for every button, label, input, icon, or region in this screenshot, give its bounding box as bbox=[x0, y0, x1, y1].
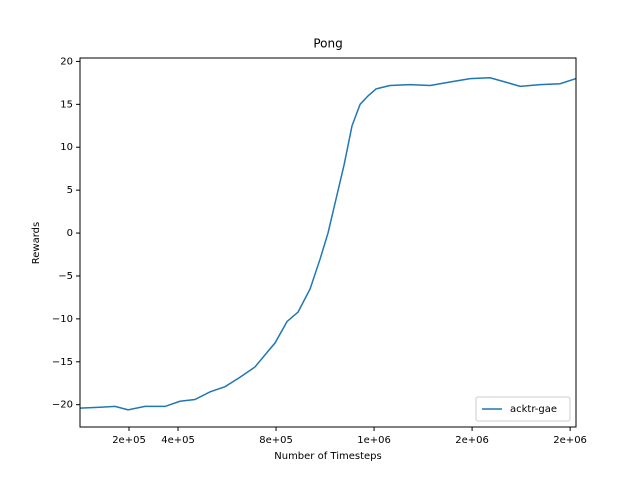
x-tick-label: 1e+06 bbox=[357, 435, 391, 446]
y-tick-label: 0 bbox=[67, 228, 73, 239]
y-axis-label: Rewards bbox=[31, 222, 42, 264]
legend-label: acktr-gae bbox=[510, 404, 557, 415]
y-tick-label: −10 bbox=[52, 314, 73, 325]
plot-frame bbox=[79, 57, 577, 428]
chart-title: Pong bbox=[313, 37, 342, 51]
line bbox=[80, 78, 576, 410]
y-tick-label: 5 bbox=[67, 185, 73, 196]
y-tick-label: 15 bbox=[60, 99, 73, 110]
x-tick-label: 2e+06 bbox=[455, 435, 489, 446]
y-tick-label: −5 bbox=[58, 271, 73, 282]
x-axis-label: Number of Timesteps bbox=[274, 451, 381, 462]
y-tick-label: 20 bbox=[60, 56, 73, 67]
y-tick-label: −20 bbox=[52, 400, 73, 411]
x-tick-label: 8e+05 bbox=[259, 435, 293, 446]
x-tick-label: 4e+05 bbox=[161, 435, 195, 446]
legend-box bbox=[475, 396, 571, 422]
x-tick-label: 2e+06 bbox=[553, 435, 587, 446]
y-tick-label: −15 bbox=[52, 357, 73, 368]
x-tick-label: 2e+05 bbox=[112, 435, 146, 446]
y-tick-label: 10 bbox=[60, 142, 73, 153]
